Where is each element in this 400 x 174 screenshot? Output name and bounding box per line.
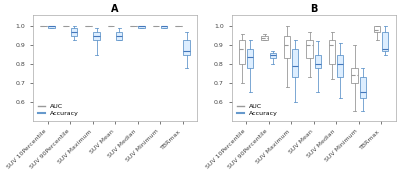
PathPatch shape [292,49,298,77]
Title: B: B [310,4,317,14]
PathPatch shape [116,32,122,39]
PathPatch shape [306,39,313,58]
PathPatch shape [94,32,100,39]
PathPatch shape [161,26,167,28]
PathPatch shape [314,55,321,68]
PathPatch shape [360,77,366,98]
PathPatch shape [48,26,55,28]
PathPatch shape [337,55,343,77]
Legend: AUC, Accuracy: AUC, Accuracy [36,102,81,118]
PathPatch shape [382,32,388,51]
PathPatch shape [247,49,253,68]
PathPatch shape [374,26,380,32]
PathPatch shape [239,39,245,64]
Title: A: A [111,4,119,14]
PathPatch shape [352,68,358,83]
Legend: AUC, Accuracy: AUC, Accuracy [235,102,280,118]
PathPatch shape [284,36,290,58]
PathPatch shape [138,26,145,28]
PathPatch shape [262,36,268,39]
PathPatch shape [71,28,77,36]
PathPatch shape [329,39,335,64]
PathPatch shape [270,53,276,58]
PathPatch shape [184,39,190,55]
